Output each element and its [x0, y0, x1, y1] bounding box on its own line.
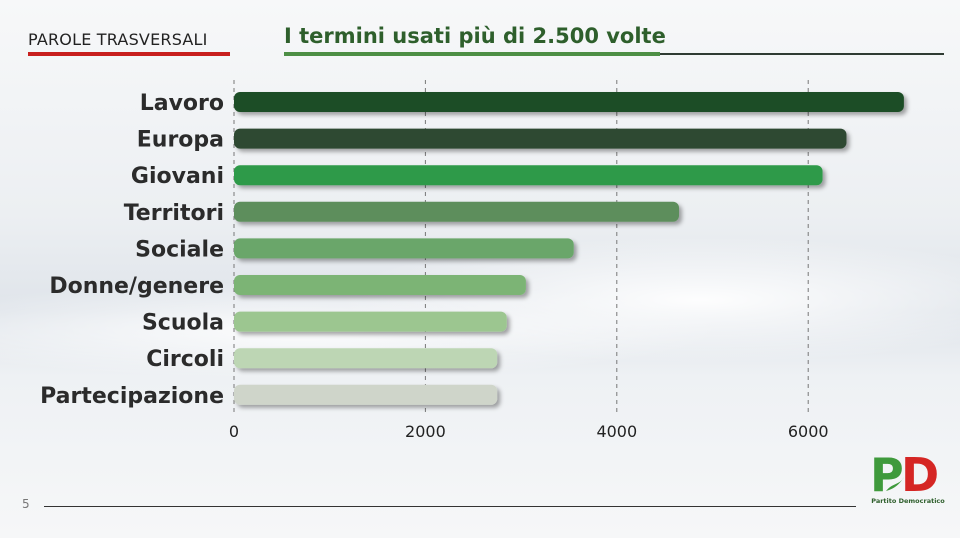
bar-giovani — [234, 165, 823, 186]
page-number: 5 — [22, 497, 30, 511]
chart-bars — [234, 92, 904, 405]
bar-partecipazione — [234, 384, 498, 405]
olive-branch-icon — [886, 477, 904, 491]
section-title: PAROLE TRASVERSALI — [28, 30, 208, 49]
bar-circoli — [234, 348, 498, 369]
category-label: Circoli — [146, 347, 224, 372]
bar-donne-genere — [234, 275, 526, 295]
x-tick-label: 2000 — [405, 422, 446, 441]
category-label: Donne/genere — [49, 274, 224, 299]
chart-x-axis-ticks: 0 2000 4000 6000 — [229, 422, 829, 441]
partito-democratico-logo: P D — [870, 448, 939, 502]
category-label: Europa — [137, 128, 224, 153]
chart-title-underline — [284, 52, 660, 56]
logo-caption: Partito Democratico — [871, 497, 945, 505]
logo-letter-d: D — [901, 448, 939, 502]
bar-lavoro — [234, 92, 904, 112]
category-label: Scuola — [142, 311, 224, 336]
category-label: Lavoro — [140, 91, 224, 116]
footer-divider — [44, 506, 856, 507]
x-tick-label: 0 — [229, 422, 239, 441]
category-label: Sociale — [135, 237, 224, 262]
bar-territori — [234, 201, 680, 222]
x-tick-label: 4000 — [596, 422, 637, 441]
category-label: Territori — [124, 201, 224, 226]
category-label: Partecipazione — [40, 384, 224, 409]
bar-sociale — [234, 238, 574, 259]
chart-title: I termini usati più di 2.500 volte — [284, 24, 666, 48]
x-tick-label: 6000 — [788, 422, 829, 441]
section-title-underline — [28, 52, 230, 56]
bar-europa — [234, 128, 847, 149]
bar-scuola — [234, 311, 507, 332]
logo-letter-p: P — [870, 448, 904, 502]
category-label: Giovani — [131, 164, 224, 189]
chart-category-labels: Lavoro Europa Giovani Territori Sociale Donne… — [40, 91, 224, 409]
